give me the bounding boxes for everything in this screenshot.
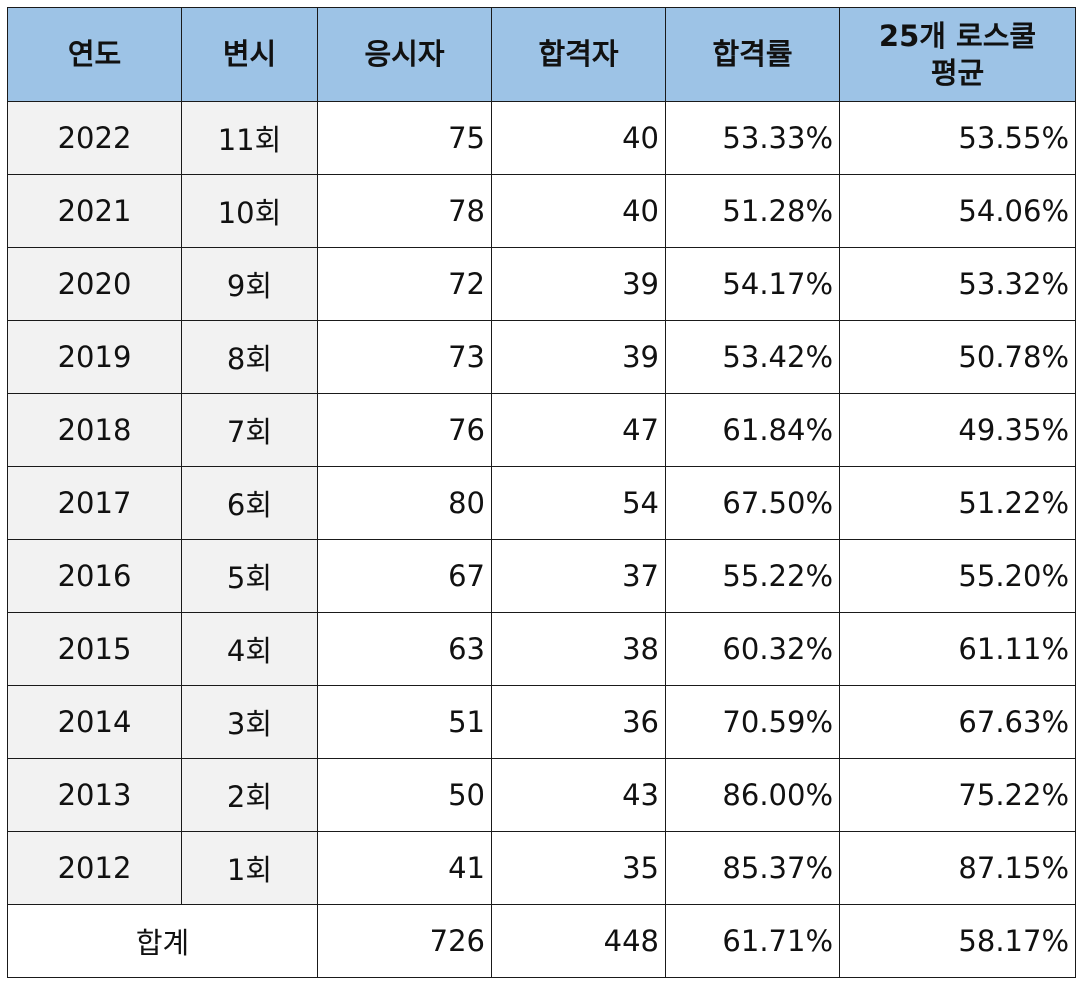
table-row: 2012 1회 41 35 85.37% 87.15%: [7, 831, 1076, 905]
school-average-cell: 67.63%: [839, 685, 1076, 759]
pass-rate-cell: 53.33%: [665, 101, 840, 175]
round-cell: 2회: [181, 758, 318, 832]
applicants-cell: 50: [317, 758, 492, 832]
table-row: 2018 7회 76 47 61.84% 49.35%: [7, 393, 1076, 467]
round-cell: 5회: [181, 539, 318, 613]
applicants-cell: 78: [317, 174, 492, 248]
year-cell: 2013: [7, 758, 182, 832]
passers-cell: 54: [491, 466, 666, 540]
total-row: 합계 726 448 61.71% 58.17%: [7, 904, 1076, 978]
table-row: 2014 3회 51 36 70.59% 67.63%: [7, 685, 1076, 759]
table-row: 2020 9회 72 39 54.17% 53.32%: [7, 247, 1076, 321]
school-average-cell: 61.11%: [839, 612, 1076, 686]
year-cell: 2022: [7, 101, 182, 175]
table-row: 2022 11회 75 40 53.33% 53.55%: [7, 101, 1076, 175]
pass-rate-cell: 51.28%: [665, 174, 840, 248]
round-cell: 8회: [181, 320, 318, 394]
applicants-cell: 80: [317, 466, 492, 540]
passers-cell: 35: [491, 831, 666, 905]
school-average-cell: 53.32%: [839, 247, 1076, 321]
round-cell: 10회: [181, 174, 318, 248]
total-passers-cell: 448: [491, 904, 666, 978]
school-average-cell: 51.22%: [839, 466, 1076, 540]
header-school-average: 25개 로스쿨 평균: [839, 7, 1076, 102]
passers-cell: 40: [491, 174, 666, 248]
table-row: 2013 2회 50 43 86.00% 75.22%: [7, 758, 1076, 832]
school-average-cell: 49.35%: [839, 393, 1076, 467]
header-school-average-line1: 25개 로스쿨: [878, 19, 1037, 54]
pass-rate-cell: 70.59%: [665, 685, 840, 759]
round-cell: 1회: [181, 831, 318, 905]
pass-rate-cell: 61.84%: [665, 393, 840, 467]
year-cell: 2017: [7, 466, 182, 540]
passers-cell: 40: [491, 101, 666, 175]
total-applicants-cell: 726: [317, 904, 492, 978]
header-school-average-line2: 평균: [930, 55, 985, 90]
applicants-cell: 63: [317, 612, 492, 686]
passers-cell: 39: [491, 320, 666, 394]
table-row: 2016 5회 67 37 55.22% 55.20%: [7, 539, 1076, 613]
round-cell: 4회: [181, 612, 318, 686]
school-average-cell: 87.15%: [839, 831, 1076, 905]
pass-rate-cell: 60.32%: [665, 612, 840, 686]
header-year: 연도: [7, 7, 182, 102]
passers-cell: 36: [491, 685, 666, 759]
applicants-cell: 73: [317, 320, 492, 394]
pass-rate-cell: 55.22%: [665, 539, 840, 613]
total-school-average-cell: 58.17%: [839, 904, 1076, 978]
table-row: 2019 8회 73 39 53.42% 50.78%: [7, 320, 1076, 394]
pass-rate-cell: 53.42%: [665, 320, 840, 394]
school-average-cell: 55.20%: [839, 539, 1076, 613]
header-row: 연도 변시 응시자 합격자 합격률 25개 로스쿨 평균: [7, 7, 1076, 102]
applicants-cell: 51: [317, 685, 492, 759]
year-cell: 2012: [7, 831, 182, 905]
table-row: 2017 6회 80 54 67.50% 51.22%: [7, 466, 1076, 540]
pass-rate-cell: 86.00%: [665, 758, 840, 832]
passers-cell: 47: [491, 393, 666, 467]
passers-cell: 43: [491, 758, 666, 832]
table-row: 2021 10회 78 40 51.28% 54.06%: [7, 174, 1076, 248]
applicants-cell: 76: [317, 393, 492, 467]
year-cell: 2018: [7, 393, 182, 467]
year-cell: 2015: [7, 612, 182, 686]
year-cell: 2019: [7, 320, 182, 394]
total-pass-rate-cell: 61.71%: [665, 904, 840, 978]
pass-rate-cell: 85.37%: [665, 831, 840, 905]
school-average-cell: 53.55%: [839, 101, 1076, 175]
total-label: 합계: [7, 904, 318, 978]
header-round: 변시: [181, 7, 318, 102]
round-cell: 6회: [181, 466, 318, 540]
table-row: 2015 4회 63 38 60.32% 61.11%: [7, 612, 1076, 686]
year-cell: 2020: [7, 247, 182, 321]
passers-cell: 39: [491, 247, 666, 321]
school-average-cell: 75.22%: [839, 758, 1076, 832]
round-cell: 9회: [181, 247, 318, 321]
bar-exam-results-table: 연도 변시 응시자 합격자 합격률 25개 로스쿨 평균 2022 11회 75…: [7, 7, 1076, 978]
applicants-cell: 67: [317, 539, 492, 613]
school-average-cell: 50.78%: [839, 320, 1076, 394]
passers-cell: 38: [491, 612, 666, 686]
round-cell: 11회: [181, 101, 318, 175]
year-cell: 2021: [7, 174, 182, 248]
round-cell: 7회: [181, 393, 318, 467]
applicants-cell: 75: [317, 101, 492, 175]
pass-rate-cell: 54.17%: [665, 247, 840, 321]
round-cell: 3회: [181, 685, 318, 759]
passers-cell: 37: [491, 539, 666, 613]
applicants-cell: 41: [317, 831, 492, 905]
header-pass-rate: 합격률: [665, 7, 840, 102]
applicants-cell: 72: [317, 247, 492, 321]
school-average-cell: 54.06%: [839, 174, 1076, 248]
header-passers: 합격자: [491, 7, 666, 102]
year-cell: 2014: [7, 685, 182, 759]
pass-rate-cell: 67.50%: [665, 466, 840, 540]
header-applicants: 응시자: [317, 7, 492, 102]
year-cell: 2016: [7, 539, 182, 613]
